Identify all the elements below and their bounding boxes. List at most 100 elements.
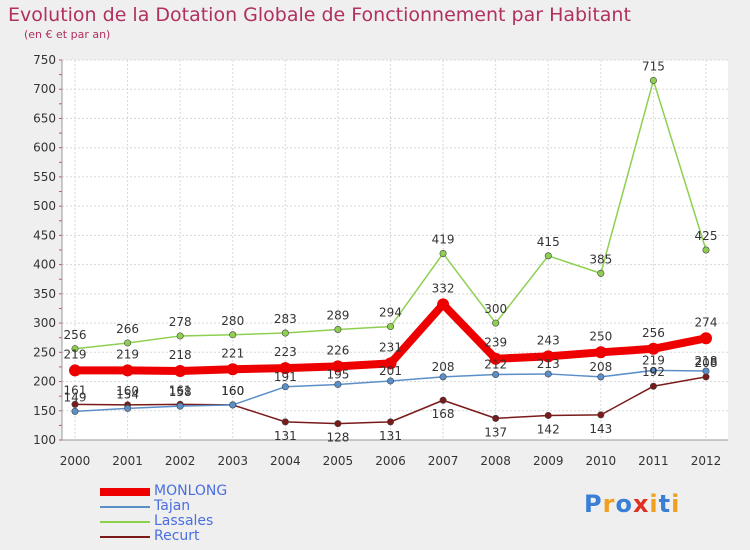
data-label-lassales: 294 <box>379 306 402 320</box>
data-point-recurt <box>544 411 552 419</box>
data-label-tajan: 212 <box>484 358 507 372</box>
data-label-recurt: 143 <box>589 422 612 436</box>
y-tick-label: 750 <box>33 53 56 67</box>
data-point-monlong <box>594 346 607 359</box>
data-point-tajan <box>597 373 605 381</box>
logo-letter: i <box>671 490 681 518</box>
data-point-recurt <box>334 420 342 428</box>
data-label-recurt: 168 <box>432 407 455 421</box>
data-label-recurt: 128 <box>326 431 349 445</box>
data-point-tajan <box>229 401 237 409</box>
data-point-monlong <box>121 364 134 377</box>
data-label-tajan: 160 <box>221 384 244 398</box>
chart-title: Evolution de la Dotation Globale de Fonc… <box>8 4 631 26</box>
x-tick-label: 2009 <box>533 454 564 468</box>
data-label-tajan: 208 <box>432 360 455 374</box>
data-label-tajan: 219 <box>642 353 665 367</box>
data-label-recurt: 161 <box>64 383 87 397</box>
data-point-lassales <box>649 76 657 84</box>
y-tick-label: 400 <box>33 258 56 272</box>
legend-label: Lassales <box>154 513 214 529</box>
data-point-recurt <box>597 411 605 419</box>
data-label-lassales: 415 <box>537 235 560 249</box>
data-label-recurt: 161 <box>169 383 192 397</box>
data-label-recurt: 131 <box>274 429 297 443</box>
x-tick-label: 2001 <box>112 454 143 468</box>
data-label-monlong: 218 <box>169 348 192 362</box>
data-point-monlong <box>174 365 187 378</box>
data-label-monlong: 219 <box>116 347 139 361</box>
x-tick-label: 2010 <box>586 454 617 468</box>
legend-label: MONLONG <box>154 483 228 499</box>
data-point-monlong <box>437 298 450 311</box>
data-point-monlong <box>69 364 81 377</box>
data-label-recurt: 131 <box>379 429 402 443</box>
data-label-monlong: 239 <box>484 336 507 350</box>
data-label-lassales: 266 <box>116 322 139 336</box>
y-tick-label: 150 <box>33 404 56 418</box>
data-point-monlong <box>542 350 555 363</box>
data-point-monlong <box>384 357 397 370</box>
data-label-tajan: 195 <box>326 367 349 381</box>
data-point-tajan <box>71 407 79 415</box>
y-tick-label: 200 <box>33 375 56 389</box>
data-label-monlong: 243 <box>537 333 560 347</box>
data-label-recurt: 208 <box>695 356 718 370</box>
data-label-lassales: 283 <box>274 312 297 326</box>
legend-label: Tajan <box>154 498 191 514</box>
logo-letter: t <box>658 490 672 518</box>
data-point-tajan <box>544 370 552 378</box>
data-point-lassales <box>544 252 552 260</box>
data-label-lassales: 280 <box>221 314 244 328</box>
logo-letter: r <box>602 490 616 518</box>
data-label-lassales: 278 <box>169 315 192 329</box>
data-label-tajan: 158 <box>169 385 192 399</box>
data-point-tajan <box>649 366 657 374</box>
data-label-monlong: 223 <box>274 345 297 359</box>
data-label-tajan: 149 <box>64 390 87 404</box>
data-point-monlong <box>331 360 344 373</box>
data-point-tajan <box>124 404 132 412</box>
data-point-monlong <box>489 352 502 365</box>
x-tick-label: 2005 <box>323 454 354 468</box>
data-label-monlong: 219 <box>64 347 87 361</box>
logo-letter: P <box>584 490 603 518</box>
data-point-lassales <box>597 269 605 277</box>
data-label-tajan: 191 <box>274 370 297 384</box>
data-label-tajan: 218 <box>695 354 718 368</box>
chart-subtitle: (en € et par an) <box>24 28 111 41</box>
data-label-monlong: 226 <box>326 343 349 357</box>
data-point-recurt <box>71 400 79 408</box>
x-tick-label: 2003 <box>217 454 248 468</box>
y-tick-label: 500 <box>33 199 56 213</box>
data-label-lassales: 425 <box>695 229 718 243</box>
data-label-monlong: 274 <box>695 315 718 329</box>
legend-swatch <box>100 521 150 523</box>
data-point-tajan <box>386 377 394 385</box>
data-point-recurt <box>281 418 289 426</box>
data-label-lassales: 256 <box>64 328 87 342</box>
x-tick-label: 2006 <box>375 454 406 468</box>
y-tick-label: 550 <box>33 170 56 184</box>
data-point-lassales <box>334 326 342 334</box>
data-label-recurt: 142 <box>537 422 560 436</box>
data-label-tajan: 208 <box>589 360 612 374</box>
logo-letter: o <box>615 490 633 518</box>
data-label-lassales: 715 <box>642 59 665 73</box>
legend-swatch <box>100 488 150 496</box>
data-point-monlong <box>279 362 292 375</box>
legend-label: Recurt <box>154 528 200 544</box>
y-tick-label: 250 <box>33 345 56 359</box>
data-label-tajan: 213 <box>537 357 560 371</box>
data-point-lassales <box>281 329 289 337</box>
legend-swatch <box>100 506 150 508</box>
y-tick-label: 450 <box>33 228 56 242</box>
data-point-tajan <box>439 373 447 381</box>
data-label-monlong: 231 <box>379 340 402 354</box>
data-label-lassales: 289 <box>326 309 349 323</box>
data-label-monlong: 221 <box>221 346 244 360</box>
data-label-lassales: 385 <box>589 252 612 266</box>
data-point-tajan <box>334 380 342 388</box>
data-point-lassales <box>71 345 79 353</box>
x-tick-label: 2000 <box>60 454 91 468</box>
